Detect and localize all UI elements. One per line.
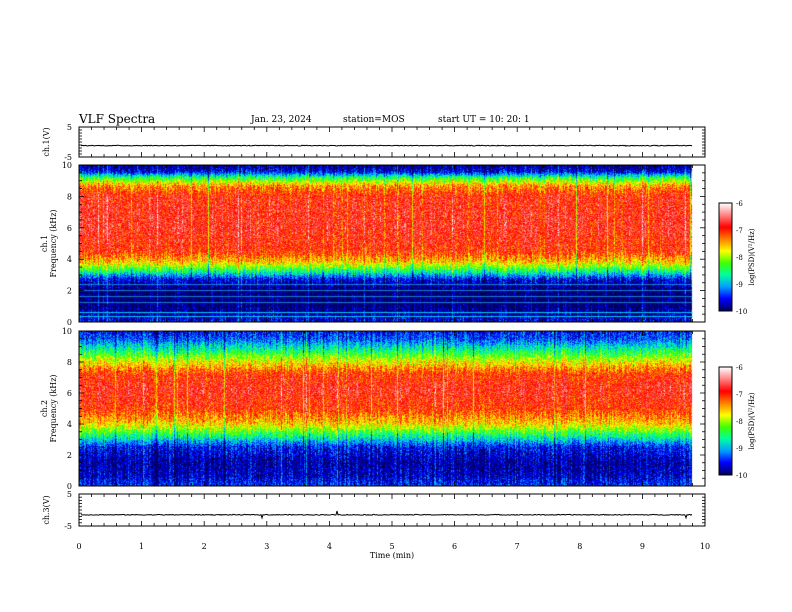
- y-tick-label: 5: [67, 123, 72, 132]
- waveform-trace-3: [80, 510, 693, 520]
- y-tick-label: 5: [67, 490, 72, 499]
- y-tick-label: 0: [67, 318, 72, 327]
- y-tick-label: 6: [67, 224, 72, 233]
- colorbar-frame-2: [718, 366, 733, 476]
- x-tick-label: 3: [264, 542, 269, 551]
- date-label: Jan. 23, 2024: [251, 115, 312, 125]
- spectrogram-image-2: [79, 331, 705, 486]
- x-tick-label: 7: [515, 542, 520, 551]
- y-tick-label: 10: [62, 161, 72, 170]
- y-tick-label: 8: [67, 192, 72, 201]
- y-tick-label: 0: [67, 482, 72, 491]
- x-axis-label: Time (min): [370, 551, 414, 560]
- y-tick-label: 6: [67, 389, 72, 398]
- x-tick-label: 6: [452, 542, 457, 551]
- x-tick-label: 2: [202, 542, 207, 551]
- y-tick-label: 4: [67, 420, 72, 429]
- x-tick-label: 8: [577, 542, 582, 551]
- colorbar-tick-label: -8: [736, 254, 743, 262]
- colorbar-frame-1: [718, 202, 733, 312]
- y-tick-label: 2: [67, 287, 72, 296]
- x-tick-label: 9: [640, 542, 645, 551]
- start-time-label: start UT = 10: 20: 1: [438, 115, 530, 125]
- y-tick-label: 4: [67, 255, 72, 264]
- y-tick-label: -5: [64, 522, 72, 531]
- station-label: station=MOS: [343, 115, 405, 125]
- x-tick-label: 0: [76, 542, 81, 551]
- colorbar-tick-label: -9: [736, 281, 743, 289]
- x-tick-label: 5: [389, 542, 394, 551]
- x-tick-label: 1: [139, 542, 144, 551]
- y-axis-label: ch.3(V): [42, 495, 51, 524]
- chart-title: VLF Spectra: [79, 112, 156, 126]
- y-tick-label: 8: [67, 358, 72, 367]
- colorbar-tick-label: -7: [736, 227, 743, 235]
- colorbar-label: log(PSD)(V²/Hz): [748, 392, 756, 449]
- y-axis-label: ch.1(V): [42, 127, 51, 156]
- x-tick-label: 10: [700, 542, 710, 551]
- waveform-trace-1: [80, 144, 693, 147]
- y-axis-label: Frequency (kHz): [49, 374, 58, 442]
- y-tick-label: 10: [62, 327, 72, 336]
- colorbar-1: [719, 203, 732, 311]
- colorbar-tick-label: -6: [736, 200, 743, 208]
- colorbar-2: [719, 367, 732, 475]
- colorbar-tick-label: -10: [736, 308, 747, 316]
- y-axis-label: ch.1: [40, 235, 49, 252]
- colorbar-tick-label: -7: [736, 391, 743, 399]
- y-tick-label: 2: [67, 451, 72, 460]
- y-tick-label: -5: [64, 153, 72, 162]
- x-tick-label: 4: [327, 542, 332, 551]
- y-axis-label: Frequency (kHz): [49, 209, 58, 277]
- spectrogram-image-1: [79, 165, 705, 322]
- colorbar-label: log(PSD)(V²/Hz): [748, 228, 756, 285]
- y-axis-label: ch.2: [40, 400, 49, 417]
- colorbar-tick-label: -9: [736, 445, 743, 453]
- colorbar-tick-label: -6: [736, 364, 743, 372]
- colorbar-tick-label: -8: [736, 418, 743, 426]
- colorbar-tick-label: -10: [736, 472, 747, 480]
